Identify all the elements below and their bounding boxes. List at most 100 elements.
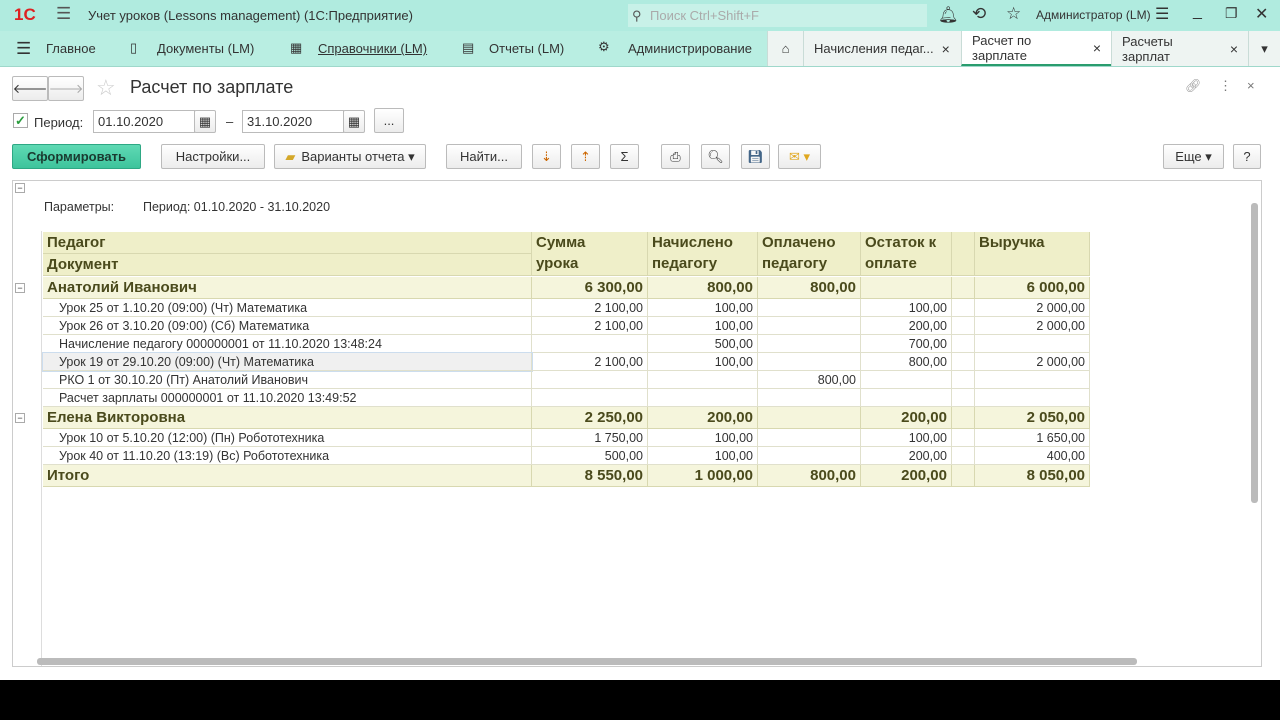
row-value-4: 200,00 xyxy=(861,465,952,487)
row-value-2: 200,00 xyxy=(648,407,758,429)
row-value-6: 6 000,00 xyxy=(975,277,1090,299)
row-value-1 xyxy=(532,389,648,407)
history-icon[interactable]: ⟲ xyxy=(972,4,987,23)
row-value-2: 100,00 xyxy=(648,299,758,317)
header-c4-line1: Остаток к xyxy=(861,232,952,254)
search-icon: ⚲ xyxy=(632,8,642,23)
documents-icon: ▯ xyxy=(130,40,138,55)
row-value-5 xyxy=(952,371,975,389)
close-tab-icon[interactable]: × xyxy=(941,40,950,57)
settings-menu-icon[interactable]: ☰ xyxy=(1155,6,1170,23)
row-value-3 xyxy=(758,299,861,317)
sum-icon[interactable]: Σ xyxy=(610,144,639,169)
collapse-group-icon[interactable]: − xyxy=(15,413,25,423)
row-value-5 xyxy=(952,389,975,407)
collapse-group-icon[interactable]: − xyxy=(15,283,25,293)
link-icon[interactable]: 🔗︎ xyxy=(1185,78,1202,93)
tab-salary-calcs[interactable]: Расчеты зарплат × xyxy=(1111,31,1248,66)
row-value-1: 2 100,00 xyxy=(532,317,648,335)
date-to-input[interactable]: 31.10.2020 xyxy=(242,110,344,133)
more-button[interactable]: Еще ▾ xyxy=(1163,144,1224,169)
nav-catalogs[interactable]: Справочники (LM) xyxy=(318,41,428,56)
report-sheet: − Параметры: Период: 01.10.2020 - 31.10.… xyxy=(12,180,1262,667)
header-c3-line1: Оплачено xyxy=(758,232,861,254)
row-value-4: 100,00 xyxy=(861,299,952,317)
nav-main[interactable]: Главное xyxy=(46,41,96,56)
sections-menu-icon[interactable]: ☰ xyxy=(16,39,32,58)
page-title: Расчет по зарплате xyxy=(130,77,294,97)
detail-row-name: Начисление педагогу 000000001 от 11.10.2… xyxy=(43,335,532,353)
row-value-1: 500,00 xyxy=(532,447,648,465)
tab-salary-report[interactable]: Расчет по зарплате × xyxy=(961,31,1111,66)
header-c4-line2: оплате xyxy=(861,254,952,276)
1c-logo-icon: 1С xyxy=(14,5,36,24)
restore-icon[interactable]: ❐ xyxy=(1225,5,1238,21)
email-icon[interactable]: ✉ ▾ xyxy=(778,144,821,169)
search-input[interactable]: ⚲ Поиск Ctrl+Shift+F xyxy=(628,4,927,27)
period-label: Период: xyxy=(34,115,84,130)
row-value-4: 700,00 xyxy=(861,335,952,353)
print-icon[interactable]: ⎙ xyxy=(661,144,690,169)
scrollbar-vertical[interactable] xyxy=(1251,203,1258,503)
more-vert-icon[interactable]: ⋮ xyxy=(1219,78,1232,93)
collapse-params-icon[interactable]: − xyxy=(15,183,25,193)
group-row-name: Елена Викторовна xyxy=(43,407,532,429)
user-name[interactable]: Администратор (LM) xyxy=(1036,8,1151,22)
header-c1-line1: Сумма xyxy=(532,232,648,254)
generate-button[interactable]: Сформировать xyxy=(12,144,141,169)
admin-gear-icon: ⚙ xyxy=(598,39,610,54)
close-window-icon[interactable]: ✕ xyxy=(1255,6,1269,23)
period-checkbox[interactable]: ✓ xyxy=(13,113,28,128)
row-value-6: 2 000,00 xyxy=(975,317,1090,335)
title-bar: 1С ☰ Учет уроков (Lessons management) (1… xyxy=(0,0,1280,31)
period-dash: – xyxy=(226,114,234,129)
preview-icon[interactable]: 🔍︎ xyxy=(701,144,730,169)
row-value-2: 1 000,00 xyxy=(648,465,758,487)
favorite-star-icon[interactable]: ☆ xyxy=(96,75,116,100)
nav-administration[interactable]: Администрирование xyxy=(628,41,752,56)
settings-button[interactable]: Настройки... xyxy=(161,144,265,169)
header-document: Документ xyxy=(43,254,532,276)
row-value-1: 8 550,00 xyxy=(532,465,648,487)
header-c3-line2: педагогу xyxy=(758,254,861,276)
row-value-2: 100,00 xyxy=(648,317,758,335)
header-c2-line1: Начислено xyxy=(648,232,758,254)
reports-icon: ▤ xyxy=(462,40,475,55)
tab-accruals[interactable]: Начисления педаг... × xyxy=(803,31,961,66)
row-value-5 xyxy=(952,277,975,299)
row-value-3: 800,00 xyxy=(758,465,861,487)
calendar-to-button[interactable]: ▦ xyxy=(343,110,365,133)
nav-reports[interactable]: Отчеты (LM) xyxy=(489,41,565,56)
row-value-3 xyxy=(758,407,861,429)
home-tab[interactable]: ⌂ xyxy=(767,31,803,66)
tabs-dropdown-button[interactable]: ▾ xyxy=(1248,31,1280,66)
close-form-icon[interactable]: × xyxy=(1247,78,1255,93)
detail-row-name: Урок 25 от 1.10.20 (09:00) (Чт) Математи… xyxy=(43,299,532,317)
back-button[interactable]: 🡐 xyxy=(12,76,48,101)
params-label: Параметры: xyxy=(44,200,115,214)
date-from-input[interactable]: 01.10.2020 xyxy=(93,110,195,133)
row-value-6: 8 050,00 xyxy=(975,465,1090,487)
close-tab-icon[interactable]: × xyxy=(1092,39,1101,56)
scrollbar-horizontal[interactable] xyxy=(37,658,1137,665)
row-value-3 xyxy=(758,389,861,407)
row-value-2: 800,00 xyxy=(648,277,758,299)
report-variants-button[interactable]: ▰ Варианты отчета ▾ xyxy=(274,144,426,169)
menu-icon[interactable]: ☰ xyxy=(56,4,72,23)
help-button[interactable]: ? xyxy=(1233,144,1261,169)
row-value-1: 6 300,00 xyxy=(532,277,648,299)
params-value: Период: 01.10.2020 - 31.10.2020 xyxy=(143,200,331,214)
nav-documents[interactable]: Документы (LM) xyxy=(157,41,255,56)
sort-asc-icon[interactable]: ⇡ xyxy=(571,144,600,169)
calendar-from-button[interactable]: ▦ xyxy=(194,110,216,133)
save-icon[interactable]: 💾︎ xyxy=(741,144,770,169)
minimize-icon[interactable]: _ xyxy=(1193,3,1202,20)
star-icon[interactable]: ☆ xyxy=(1006,4,1022,23)
forward-button[interactable]: 🡒 xyxy=(48,76,84,101)
bell-icon[interactable]: 🔔︎ xyxy=(938,7,959,24)
close-tab-icon[interactable]: × xyxy=(1229,40,1238,57)
find-button[interactable]: Найти... xyxy=(446,144,522,169)
sort-desc-icon[interactable]: ⇣ xyxy=(532,144,561,169)
home-icon: ⌂ xyxy=(781,41,790,56)
period-select-button[interactable]: ... xyxy=(374,108,404,133)
